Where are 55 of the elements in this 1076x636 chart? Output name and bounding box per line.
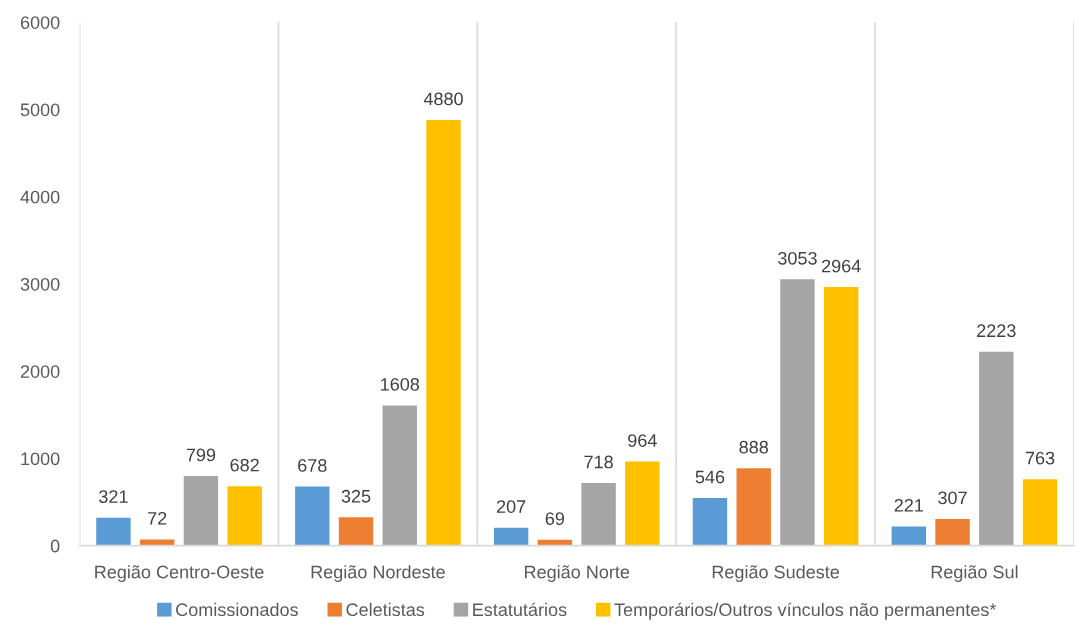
y-tick-label: 2000 [20, 365, 60, 378]
bar [227, 486, 262, 546]
data-label: 678 [298, 459, 327, 472]
bar [780, 279, 815, 546]
legend-label: Temporários/Outros vínculos não permanentes* [614, 602, 997, 620]
y-tick-label: 1000 [21, 452, 60, 466]
legend-label: Celetistas [346, 602, 425, 617]
data-label: 763 [1025, 451, 1055, 465]
legend-label: Comissionados [176, 602, 298, 617]
data-label: 307 [938, 491, 967, 505]
bar [736, 468, 771, 546]
bar [96, 517, 131, 546]
y-tick-label: 0 [50, 539, 60, 553]
x-tick-label: Região Centro-Oeste [95, 565, 264, 582]
data-label: 325 [341, 489, 371, 503]
bar [891, 526, 927, 546]
data-label: 69 [545, 512, 565, 525]
bar [338, 517, 374, 546]
bar [625, 461, 660, 546]
data-label: 888 [739, 440, 768, 454]
bar [493, 527, 529, 546]
x-tick-label: Região Sudeste [712, 565, 840, 582]
bar [581, 483, 616, 546]
x-tick-label: Região Norte [525, 565, 630, 582]
bar [426, 119, 461, 546]
data-label: 3053 [778, 251, 817, 265]
bar [1022, 479, 1058, 546]
y-tick-label: 6000 [20, 16, 60, 29]
bar [382, 405, 417, 546]
data-label: 799 [186, 448, 216, 462]
y-tick-label: 4000 [20, 190, 60, 204]
data-label: 221 [894, 498, 923, 512]
data-label: 2964 [822, 259, 861, 273]
data-label: 718 [584, 455, 613, 469]
data-label: 682 [230, 458, 259, 472]
y-tick-label: 3000 [20, 277, 60, 291]
data-label: 964 [628, 434, 657, 447]
data-label: 4880 [423, 92, 463, 106]
y-tick-label: 5000 [20, 103, 60, 117]
x-tick-label: Região Nordeste [311, 565, 445, 582]
bar [692, 498, 728, 546]
data-label: 207 [496, 500, 526, 513]
legend-label: Estatutários [473, 602, 567, 617]
x-tick-label: Região Sul [931, 565, 1018, 582]
bar [295, 486, 330, 546]
data-label: 321 [99, 490, 128, 503]
data-label: 2223 [977, 324, 1016, 338]
data-label: 1608 [381, 377, 420, 391]
bar [979, 351, 1014, 546]
bar [139, 539, 175, 546]
bar [935, 518, 970, 546]
data-label: 72 [148, 511, 167, 525]
data-label: 546 [695, 470, 725, 484]
bar [183, 475, 219, 546]
bar [824, 287, 859, 546]
